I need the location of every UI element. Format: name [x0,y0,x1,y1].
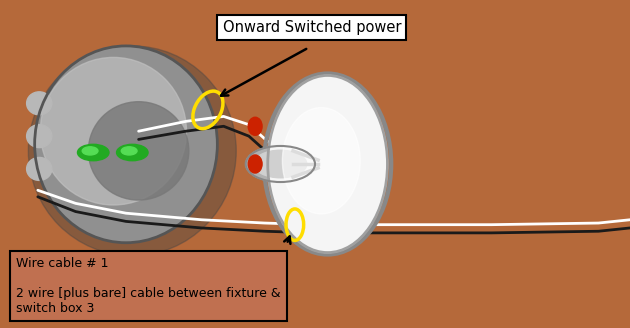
Circle shape [82,147,98,155]
Ellipse shape [248,155,262,173]
Circle shape [77,144,109,161]
Ellipse shape [248,117,262,135]
Circle shape [254,150,307,178]
Ellipse shape [268,75,387,253]
Text: Wire cable # 1

2 wire [plus bare] cable between fixture &
switch box 3: Wire cable # 1 2 wire [plus bare] cable … [16,257,280,315]
Circle shape [117,144,148,161]
Ellipse shape [35,46,217,243]
Ellipse shape [88,197,151,236]
Ellipse shape [40,57,186,205]
Text: Onward Switched power: Onward Switched power [222,20,401,35]
Ellipse shape [282,108,360,214]
Ellipse shape [26,92,52,115]
Circle shape [121,147,137,155]
Ellipse shape [88,102,189,200]
Ellipse shape [26,157,52,180]
Circle shape [246,146,315,182]
Ellipse shape [26,125,52,148]
Ellipse shape [28,46,236,256]
